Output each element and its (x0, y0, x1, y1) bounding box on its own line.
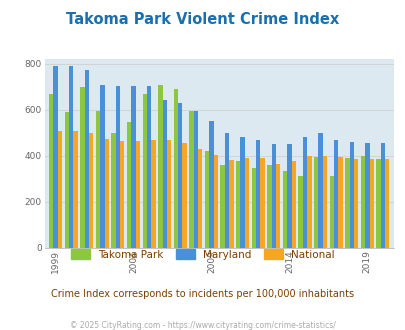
Bar (322, 156, 326, 248)
Bar (115, 86, 120, 248)
Bar (384, 159, 388, 248)
Bar (127, 122, 131, 248)
Bar (104, 139, 109, 248)
Bar (333, 140, 337, 248)
Text: Crime Index corresponds to incidents per 100,000 inhabitants: Crime Index corresponds to incidents per… (51, 289, 354, 299)
Bar (260, 158, 264, 248)
Bar (291, 161, 295, 248)
Bar (173, 89, 178, 248)
Bar (298, 177, 302, 248)
Bar (69, 66, 73, 248)
Bar (302, 137, 307, 248)
Bar (349, 142, 353, 248)
Bar (380, 143, 384, 248)
Bar (147, 86, 151, 248)
Bar (353, 159, 357, 248)
Bar (256, 140, 260, 248)
Bar (224, 133, 229, 248)
Bar (313, 157, 318, 248)
Bar (120, 141, 124, 248)
Bar (131, 86, 135, 248)
Legend: Takoma Park, Maryland, National: Takoma Park, Maryland, National (67, 245, 338, 264)
Bar (318, 133, 322, 248)
Bar (275, 164, 279, 248)
Bar (266, 165, 271, 248)
Bar (209, 121, 213, 248)
Bar (198, 149, 202, 248)
Bar (193, 111, 198, 248)
Bar (142, 94, 147, 248)
Bar (251, 168, 256, 248)
Bar (182, 143, 186, 248)
Bar (205, 151, 209, 248)
Bar (49, 94, 53, 248)
Bar (96, 111, 100, 248)
Bar (364, 143, 369, 248)
Bar (282, 171, 286, 248)
Bar (53, 66, 58, 248)
Bar (369, 159, 373, 248)
Bar (166, 140, 171, 248)
Bar (178, 103, 182, 248)
Bar (84, 70, 89, 248)
Bar (89, 133, 93, 248)
Bar (235, 161, 240, 248)
Bar (344, 158, 349, 248)
Bar (100, 84, 104, 248)
Bar (271, 144, 275, 248)
Bar (213, 154, 217, 248)
Bar (64, 112, 69, 248)
Bar (240, 137, 244, 248)
Bar (286, 144, 291, 248)
Bar (307, 156, 311, 248)
Bar (58, 130, 62, 248)
Bar (337, 157, 342, 248)
Bar (73, 130, 77, 248)
Bar (135, 141, 140, 248)
Bar (162, 100, 166, 248)
Bar (111, 133, 115, 248)
Bar (151, 140, 155, 248)
Bar (360, 156, 364, 248)
Bar (244, 158, 249, 248)
Bar (189, 111, 193, 248)
Bar (158, 84, 162, 248)
Bar (80, 87, 84, 248)
Bar (229, 160, 233, 248)
Bar (329, 177, 333, 248)
Text: © 2025 CityRating.com - https://www.cityrating.com/crime-statistics/: © 2025 CityRating.com - https://www.city… (70, 321, 335, 330)
Bar (375, 159, 380, 248)
Bar (220, 165, 224, 248)
Text: Takoma Park Violent Crime Index: Takoma Park Violent Crime Index (66, 12, 339, 26)
